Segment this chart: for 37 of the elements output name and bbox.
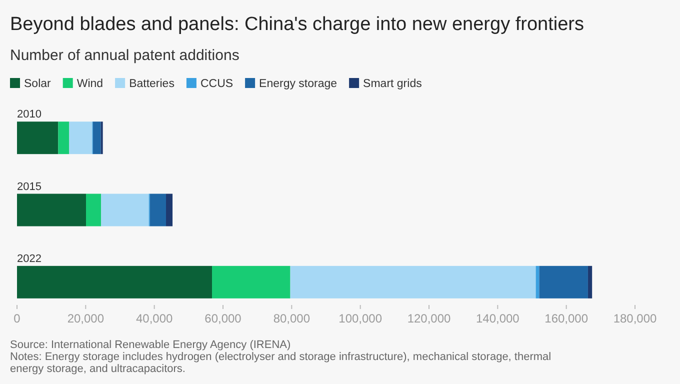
bar [86, 194, 102, 226]
bar [17, 194, 86, 226]
bar [92, 122, 101, 154]
bar [58, 122, 70, 154]
source-note: Source: International Renewable Energy Agency (IRENA) [10, 339, 291, 351]
legend-label: Wind [76, 78, 104, 90]
bar [539, 266, 588, 298]
x-tick-label: 80,000 [273, 312, 310, 326]
x-tick-label: 40,000 [136, 312, 174, 326]
bar [17, 122, 58, 154]
legend-label: Batteries [129, 78, 175, 90]
bar [17, 266, 212, 298]
x-tick-label: 100,000 [338, 312, 382, 326]
bar [290, 266, 536, 298]
x-tick-label: 160,000 [544, 312, 588, 326]
legend-label: Energy storage [259, 78, 338, 90]
y-tick-label: 2010 [17, 108, 42, 121]
x-tick-label: 140,000 [476, 312, 520, 326]
bar [150, 194, 166, 226]
legend-label: CCUS [200, 78, 234, 90]
x-tick-label: 60,000 [204, 312, 242, 326]
bar [69, 122, 92, 154]
x-tick-label: 180,000 [613, 312, 658, 326]
y-tick-label: 2022 [17, 252, 42, 265]
bar [101, 194, 149, 226]
bar [588, 266, 592, 298]
x-tick-label: 0 [14, 312, 21, 326]
chart-title: Beyond blades and panels: China's charge into new energy frontiers [10, 14, 584, 35]
bar [212, 266, 290, 298]
x-tick-label: 120,000 [407, 312, 452, 326]
text: Notes: Energy storage includes hydrogen (electrolyser and storage infrastructure), mechanical storage, thermal energy storage, and ultracapacitors. [10, 351, 552, 375]
legend-label: Solar [24, 78, 52, 90]
y-tick-label: 2015 [17, 180, 42, 193]
legend-label: Smart grids [363, 78, 422, 90]
chart-subtitle: Number of annual patent additions [10, 47, 240, 64]
bar [166, 194, 173, 226]
x-tick-label: 20,000 [67, 312, 104, 326]
